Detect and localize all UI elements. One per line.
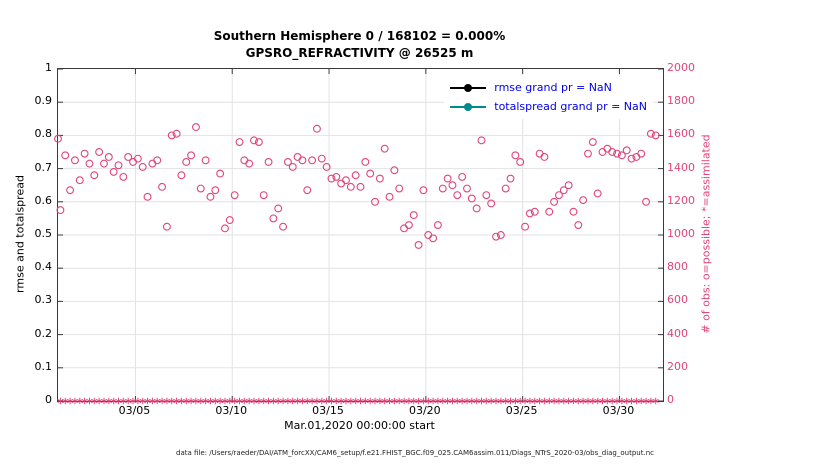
tick-label: 0.1: [34, 359, 53, 373]
data-file-caption: data file: /Users/raeder/DAI/ATM_forcXX/…: [176, 449, 654, 457]
totalspread-dot-marker: [464, 102, 473, 111]
tick-label: 1600: [667, 127, 695, 141]
rmse-line-marker: [450, 83, 487, 92]
tick-label: 2000: [667, 61, 695, 74]
tick-label: 800: [667, 260, 688, 274]
tick-label: 600: [667, 293, 688, 307]
totalspread-line-marker: [450, 102, 487, 111]
tick-label: 400: [667, 326, 688, 340]
plot-canvas: [54, 68, 663, 405]
legend: rmse grand pr = NaN totalspread grand pr…: [444, 75, 653, 119]
tick-label: 0.8: [34, 127, 53, 141]
rmse-dot-marker: [464, 83, 473, 92]
tick-label: 0.7: [34, 160, 53, 174]
tick-label: 03/10: [215, 404, 248, 417]
legend-label-rmse: rmse grand pr = NaN: [494, 81, 612, 94]
tick-label: 0: [667, 393, 674, 406]
tick-label: 0.4: [34, 260, 53, 274]
tick-label: 03/25: [505, 404, 538, 417]
legend-item-totalspread: totalspread grand pr = NaN: [450, 97, 647, 116]
tick-label: 03/15: [312, 404, 344, 417]
legend-item-rmse: rmse grand pr = NaN: [450, 78, 647, 97]
tick-label: 0: [45, 393, 52, 406]
tick-label: 0.6: [34, 193, 53, 207]
tick-label: 1: [45, 61, 52, 74]
tick-label: 0.9: [34, 94, 53, 108]
tick-label: 03/20: [408, 404, 441, 417]
tick-label: 1000: [667, 227, 695, 240]
x-axis-label: Mar.01,2020 00:00:00 start: [284, 419, 435, 432]
tick-label: 0.5: [34, 227, 53, 240]
tick-label: 1800: [667, 94, 695, 108]
chart-title: Southern Hemisphere 0 / 168102 = 0.000% …: [57, 28, 662, 62]
title-line-2: GPSRO_REFRACTIVITY @ 26525 m: [245, 46, 474, 60]
tick-label: 0.3: [34, 293, 53, 307]
plot-area: rmse grand pr = NaN totalspread grand pr…: [54, 68, 664, 405]
tick-label: 1400: [667, 160, 695, 174]
tick-label: 200: [667, 359, 688, 373]
tick-label: 1200: [667, 193, 695, 207]
tick-label: 03/05: [118, 404, 151, 417]
legend-label-totalspread: totalspread grand pr = NaN: [494, 100, 647, 113]
title-line-1: Southern Hemisphere 0 / 168102 = 0.000%: [213, 29, 506, 43]
tick-label: 03/30: [602, 404, 635, 417]
tick-label: 0.2: [34, 326, 53, 340]
